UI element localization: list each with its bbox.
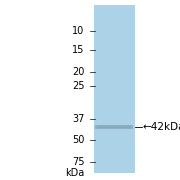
Bar: [95, 125, 133, 129]
Text: 75: 75: [72, 157, 85, 167]
Text: ←42kDa: ←42kDa: [142, 122, 180, 132]
Text: 15: 15: [72, 45, 85, 55]
Text: kDa: kDa: [65, 168, 85, 178]
Text: 50: 50: [72, 135, 85, 145]
Bar: [97, 126, 131, 128]
Text: 20: 20: [72, 67, 85, 77]
Text: 37: 37: [72, 114, 85, 124]
Text: 10: 10: [72, 26, 85, 36]
Bar: [94, 5, 135, 173]
Text: 25: 25: [72, 81, 85, 91]
